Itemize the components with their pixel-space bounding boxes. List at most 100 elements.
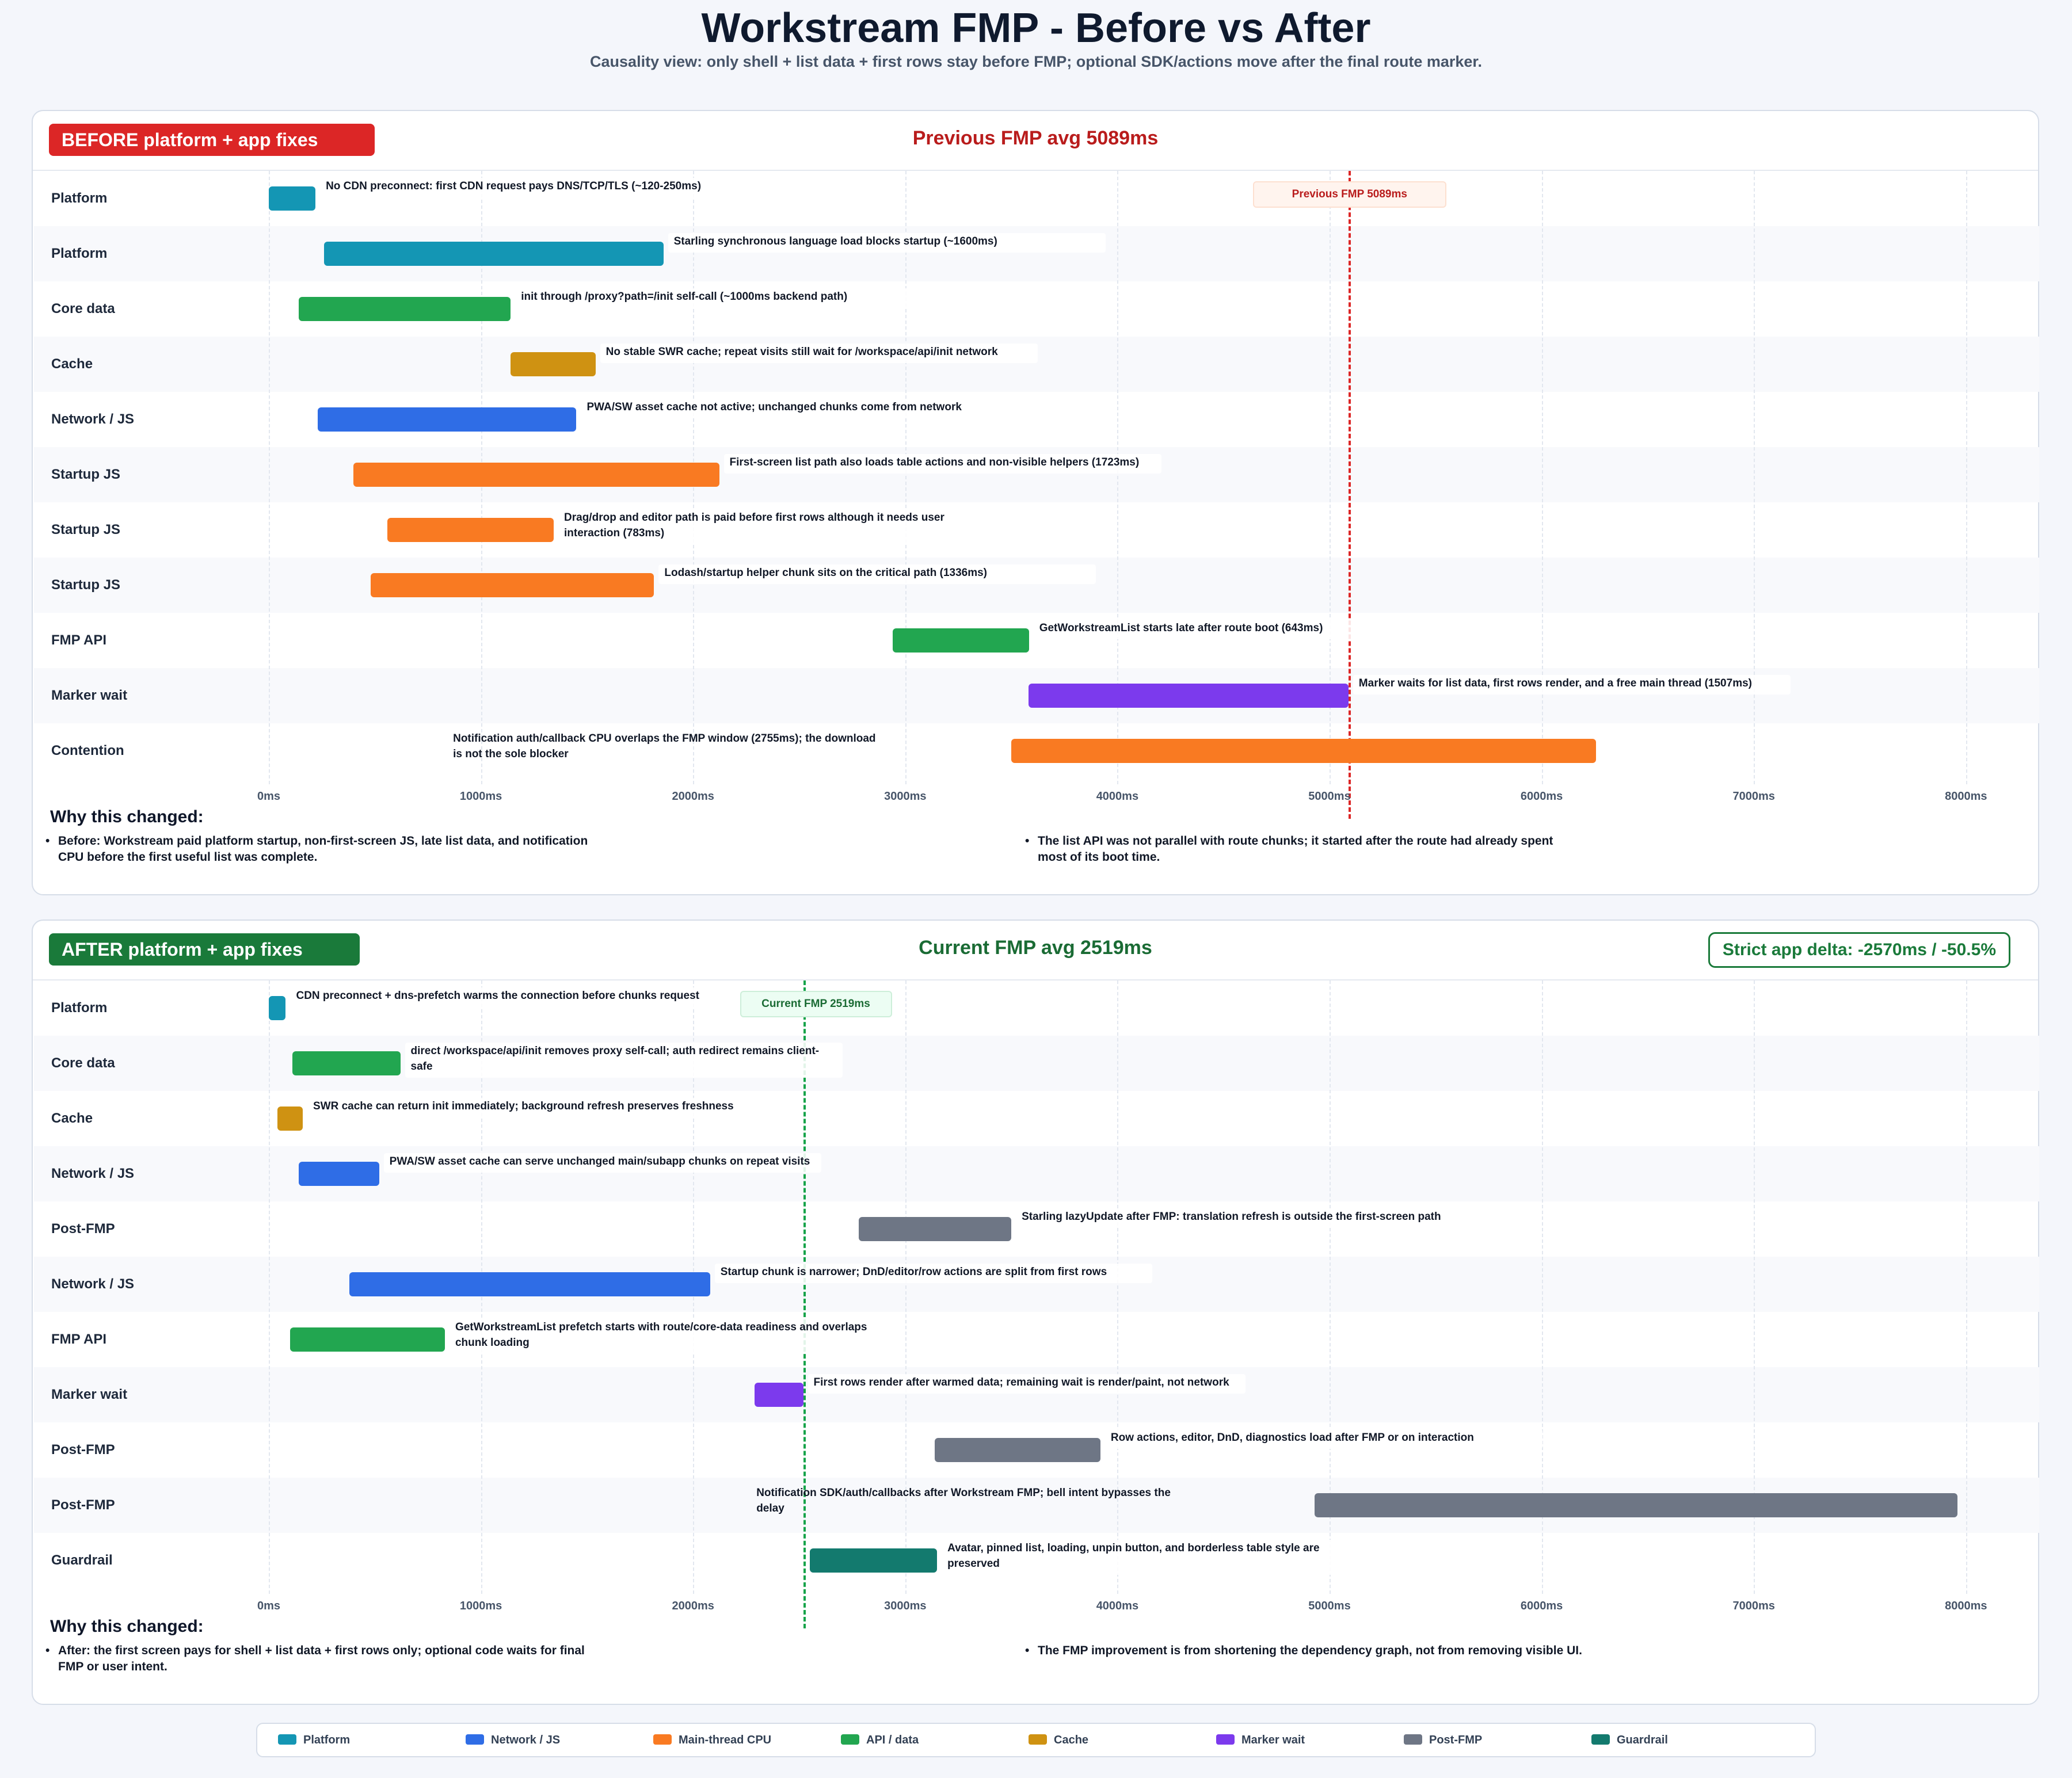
before-bar xyxy=(353,463,719,487)
legend-item: Main-thread CPU xyxy=(653,1724,771,1756)
after-panel-label: AFTER platform + app fixes xyxy=(49,933,360,966)
before-gantt-row: Startup JS xyxy=(34,558,2039,613)
before-gantt-row: Contention xyxy=(34,723,2039,779)
after-bar-note: GetWorkstreamList prefetch starts with r… xyxy=(449,1319,887,1354)
gridline xyxy=(269,980,270,1594)
before-gantt-row: Startup JS xyxy=(34,502,2039,558)
before-fmp-marker-line xyxy=(1348,171,1351,819)
before-x-tick: 2000ms xyxy=(672,790,714,803)
after-x-tick: 4000ms xyxy=(1096,1600,1139,1612)
page-subtitle: Causality view: only shell + list data +… xyxy=(590,53,1482,70)
row-label: Network / JS xyxy=(51,411,135,427)
row-label: Startup JS xyxy=(51,577,121,593)
before-bar xyxy=(1011,739,1596,763)
before-bar xyxy=(323,242,664,266)
after-bar-note: Starling lazyUpdate after FMP: translati… xyxy=(1016,1208,1454,1228)
after-bar xyxy=(935,1438,1100,1462)
row-label: Network / JS xyxy=(51,1166,135,1181)
after-x-axis: 0ms 1000ms 2000ms 3000ms 4000ms 5000ms 6000ms 7… xyxy=(33,1600,2038,1617)
row-label: Contention xyxy=(51,743,124,758)
after-x-tick: 6000ms xyxy=(1520,1600,1563,1612)
row-label: Marker wait xyxy=(51,688,128,703)
after-bar-note: Row actions, editor, DnD, diagnostics lo… xyxy=(1104,1429,1542,1449)
after-bar xyxy=(290,1327,445,1352)
row-label: Post-FMP xyxy=(51,1221,115,1237)
before-bar-note: Lodash/startup helper chunk sits on the … xyxy=(658,564,1096,584)
after-x-tick: 8000ms xyxy=(1945,1600,1987,1612)
legend-swatch xyxy=(841,1734,859,1745)
row-label: Marker wait xyxy=(51,1387,128,1402)
after-gantt-row: Platform xyxy=(34,980,2039,1036)
before-bar xyxy=(298,297,511,321)
gridline xyxy=(905,980,907,1594)
row-label: Network / JS xyxy=(51,1276,135,1292)
gridline xyxy=(1754,171,1755,784)
after-x-tick: 2000ms xyxy=(672,1600,714,1612)
legend-label: Main-thread CPU xyxy=(679,1734,772,1746)
after-bar xyxy=(1315,1493,1958,1517)
after-bar-note: PWA/SW asset cache can serve unchanged m… xyxy=(383,1153,821,1173)
after-panel-title: Current FMP avg 2519ms xyxy=(919,937,1152,959)
gridline xyxy=(1966,980,1967,1594)
before-why-heading: Why this changed: xyxy=(50,807,204,826)
before-x-tick: 3000ms xyxy=(884,790,927,803)
after-x-tick: 3000ms xyxy=(884,1600,927,1612)
legend-item: Cache xyxy=(1029,1724,1088,1756)
before-bar-note: Drag/drop and editor path is paid before… xyxy=(558,509,996,544)
row-label: Core data xyxy=(51,301,115,316)
legend-label: Marker wait xyxy=(1241,1734,1305,1746)
before-x-tick: 4000ms xyxy=(1096,790,1139,803)
after-bar xyxy=(292,1051,401,1075)
after-why-heading: Why this changed: xyxy=(50,1617,204,1636)
before-gantt-row: Core data xyxy=(34,281,2039,337)
after-gantt-row: Cache xyxy=(34,1091,2039,1146)
legend-label: Network / JS xyxy=(491,1734,561,1746)
before-why-item: Before: Workstream paid platform startup… xyxy=(45,833,598,865)
before-bar xyxy=(892,628,1029,653)
before-x-tick: 6000ms xyxy=(1520,790,1563,803)
before-x-tick: 0ms xyxy=(257,790,281,803)
after-gantt-row: FMP API xyxy=(34,1312,2039,1367)
row-label: Cache xyxy=(51,356,93,372)
row-label: Startup JS xyxy=(51,467,121,482)
before-x-axis: 0ms 1000ms 2000ms 3000ms 4000ms 5000ms 6000ms 7… xyxy=(33,790,2038,807)
before-panel-label: BEFORE platform + app fixes xyxy=(49,124,375,156)
before-bar xyxy=(269,186,316,211)
after-bar-note: SWR cache can return init immediately; b… xyxy=(307,1098,745,1117)
before-bar-note: GetWorkstreamList starts late after rout… xyxy=(1033,620,1471,639)
before-bar xyxy=(511,352,596,376)
legend-swatch xyxy=(1029,1734,1047,1745)
after-gantt-row: Post-FMP xyxy=(34,1422,2039,1478)
after-bar xyxy=(809,1548,938,1573)
before-bar-note: Starling synchronous language load block… xyxy=(668,233,1106,253)
legend-label: API / data xyxy=(866,1734,919,1746)
legend: Platform Network / JS Main-thread CPU API /… xyxy=(256,1723,1816,1757)
before-bar-note: init through /proxy?path=/init self-call… xyxy=(515,288,953,308)
after-bar-note: Avatar, pinned list, loading, unpin butt… xyxy=(942,1540,1380,1575)
after-bar xyxy=(755,1383,803,1407)
after-bar-note: Notification SDK/auth/callbacks after Wo… xyxy=(756,1487,1171,1514)
gridline xyxy=(1541,171,1543,784)
row-label: Cache xyxy=(51,1111,93,1126)
gridline xyxy=(1117,171,1119,784)
legend-swatch xyxy=(1404,1734,1422,1745)
after-bar-note: CDN preconnect + dns-prefetch warms the … xyxy=(290,987,728,1007)
before-bar-note: First-screen list path also loads table … xyxy=(723,454,1161,474)
row-label: Startup JS xyxy=(51,522,121,537)
after-gantt-row: Guardrail xyxy=(34,1533,2039,1588)
after-panel-header: AFTER platform + app fixes Current FMP a… xyxy=(33,921,2038,980)
after-x-tick: 1000ms xyxy=(459,1600,502,1612)
gridline xyxy=(1117,980,1119,1594)
legend-label: Platform xyxy=(303,1734,351,1746)
row-label: Post-FMP xyxy=(51,1497,115,1513)
after-x-tick: 0ms xyxy=(257,1600,281,1612)
legend-swatch xyxy=(653,1734,672,1745)
before-bar-note: No stable SWR cache; repeat visits still… xyxy=(600,344,1038,363)
legend-item: Guardrail xyxy=(1591,1724,1668,1756)
legend-item: Post-FMP xyxy=(1404,1724,1482,1756)
gridline xyxy=(269,171,270,784)
gridline xyxy=(1330,171,1331,784)
before-bar xyxy=(370,573,654,597)
after-x-tick: 7000ms xyxy=(1732,1600,1775,1612)
after-bar-note: Startup chunk is narrower; DnD/editor/ro… xyxy=(714,1264,1152,1283)
